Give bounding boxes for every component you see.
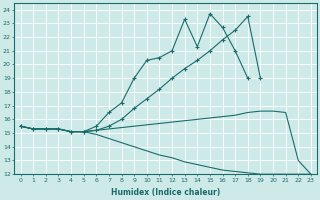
X-axis label: Humidex (Indice chaleur): Humidex (Indice chaleur) — [111, 188, 220, 197]
